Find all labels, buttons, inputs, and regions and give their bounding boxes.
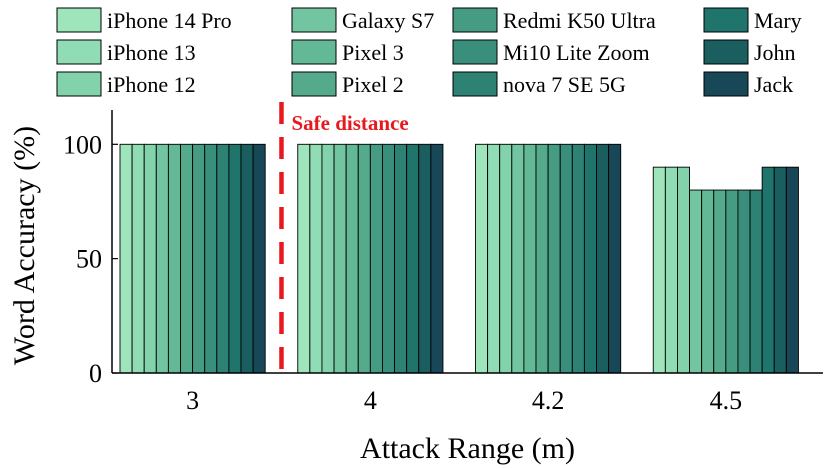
bar-pixel-3-4 xyxy=(345,143,359,374)
legend-label-iphone-13: iPhone 13 xyxy=(107,40,196,65)
bar-pixel-2-4 xyxy=(357,143,371,374)
x-ticks: 3 4 4.2 4.5 xyxy=(186,386,742,415)
legend-swatch-iphone-12 xyxy=(56,71,102,97)
y-axis-title: Word Accuracy (%) xyxy=(8,126,41,365)
bar-galaxy-s7-4-5 xyxy=(689,189,703,374)
bar-iphone-14-pro-4-5 xyxy=(652,166,666,374)
bar-iphone-12-4-2 xyxy=(499,143,513,374)
legend-label-redmi-k50-ultra: Redmi K50 Ultra xyxy=(503,8,656,33)
legend-label-galaxy-s7: Galaxy S7 xyxy=(342,8,434,33)
legend-swatch-pixel-2 xyxy=(291,71,337,97)
legend-label-iphone-14-pro: iPhone 14 Pro xyxy=(107,8,232,33)
safe-distance-label: Safe distance xyxy=(291,111,408,135)
y-tick-label: 100 xyxy=(63,130,102,159)
x-tick-label: 3 xyxy=(186,386,199,415)
legend-swatch-john xyxy=(703,39,749,65)
bar-iphone-14-pro-4-2 xyxy=(475,143,489,374)
bar-redmi-k50-ultra-3 xyxy=(192,143,206,374)
bar-nova-7-se-5g-3 xyxy=(216,143,230,374)
bar-nova-7-se-5g-4 xyxy=(394,143,408,374)
bar-redmi-k50-ultra-4 xyxy=(369,143,383,374)
y-tick-label: 50 xyxy=(76,245,102,274)
bar-john-4-2 xyxy=(596,143,610,374)
legend-swatch-mi10-lite-zoom xyxy=(452,39,498,65)
bar-iphone-13-4 xyxy=(309,143,323,374)
x-tick-label: 4.5 xyxy=(710,386,743,415)
bar-john-4-5 xyxy=(773,166,787,374)
bar-john-3 xyxy=(240,143,254,374)
bar-jack-4-2 xyxy=(608,143,622,374)
legend-label-iphone-12: iPhone 12 xyxy=(107,72,196,97)
bars xyxy=(119,143,799,374)
bar-iphone-13-3 xyxy=(131,143,145,374)
x-tick-label: 4.2 xyxy=(532,386,565,415)
bar-mary-4 xyxy=(406,143,420,374)
legend-swatch-mary xyxy=(703,7,749,33)
bar-mary-4-5 xyxy=(761,166,775,374)
legend: iPhone 14 Pro iPhone 13 iPhone 12 Galaxy S7… xyxy=(56,7,802,97)
bar-pixel-2-4-2 xyxy=(535,143,549,374)
bar-redmi-k50-ultra-4-2 xyxy=(547,143,561,374)
bar-pixel-3-4-2 xyxy=(523,143,537,374)
x-tick-label: 4 xyxy=(364,386,377,415)
bar-redmi-k50-ultra-4-5 xyxy=(725,189,739,374)
legend-swatch-iphone-13 xyxy=(56,39,102,65)
legend-label-pixel-3: Pixel 3 xyxy=(342,40,404,65)
bar-mi10-lite-zoom-3 xyxy=(204,143,218,374)
bar-mi10-lite-zoom-4-5 xyxy=(737,189,751,374)
legend-swatch-pixel-3 xyxy=(291,39,337,65)
bar-pixel-3-4-5 xyxy=(701,189,715,374)
legend-swatch-nova-7-se-5g xyxy=(452,71,498,97)
bar-john-4 xyxy=(418,143,432,374)
bar-nova-7-se-5g-4-5 xyxy=(749,189,763,374)
bar-galaxy-s7-4-2 xyxy=(511,143,525,374)
legend-label-mary: Mary xyxy=(754,8,802,33)
bar-jack-4 xyxy=(430,143,444,374)
bar-iphone-12-4-5 xyxy=(677,166,691,374)
bar-mi10-lite-zoom-4-2 xyxy=(559,143,573,374)
bar-nova-7-se-5g-4-2 xyxy=(571,143,585,374)
bar-mary-4-2 xyxy=(583,143,597,374)
bar-iphone-13-4-2 xyxy=(487,143,501,374)
bar-jack-3 xyxy=(252,143,266,374)
bar-jack-4-5 xyxy=(785,166,799,374)
bar-mary-3 xyxy=(228,143,242,374)
bar-iphone-14-pro-3 xyxy=(119,143,133,374)
bar-mi10-lite-zoom-4 xyxy=(382,143,396,374)
legend-swatch-jack xyxy=(703,71,749,97)
bar-iphone-12-4 xyxy=(321,143,335,374)
axes xyxy=(111,110,823,374)
bar-pixel-2-4-5 xyxy=(713,189,727,374)
legend-label-john: John xyxy=(754,40,796,65)
bar-galaxy-s7-3 xyxy=(155,143,169,374)
bar-galaxy-s7-4 xyxy=(333,143,347,374)
bar-iphone-12-3 xyxy=(143,143,157,374)
legend-label-nova-7-se-5g: nova 7 SE 5G xyxy=(503,72,626,97)
bar-pixel-2-3 xyxy=(180,143,194,374)
y-tick-label: 0 xyxy=(89,359,102,388)
x-axis-title: Attack Range (m) xyxy=(360,432,575,465)
legend-swatch-iphone-14-pro xyxy=(56,7,102,33)
legend-swatch-redmi-k50-ultra xyxy=(452,7,498,33)
legend-label-pixel-2: Pixel 2 xyxy=(342,72,404,97)
legend-label-mi10-lite-zoom: Mi10 Lite Zoom xyxy=(503,40,650,65)
y-ticks: 0 50 100 xyxy=(63,130,118,388)
bar-pixel-3-3 xyxy=(167,143,181,374)
legend-swatch-galaxy-s7 xyxy=(291,7,337,33)
legend-label-jack: Jack xyxy=(754,72,793,97)
bar-iphone-13-4-5 xyxy=(664,166,678,374)
bar-iphone-14-pro-4 xyxy=(297,143,311,374)
